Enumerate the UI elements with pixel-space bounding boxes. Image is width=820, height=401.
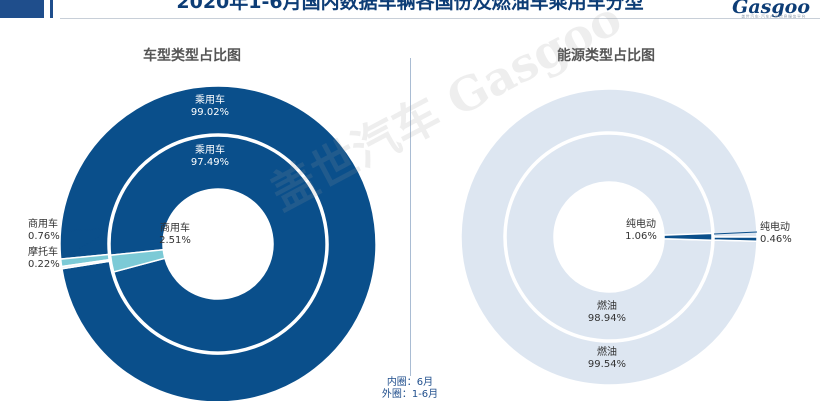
label-outer-motorcycle-value: 0.22% bbox=[28, 259, 60, 270]
inner-ring-energy-slice-1 bbox=[663, 232, 713, 242]
outer-ring-energy-slice-0 bbox=[460, 88, 758, 386]
label-inner-electric-name: 纯电动 bbox=[626, 219, 656, 230]
donut-vehicle-type bbox=[59, 85, 377, 401]
leader-line-2 bbox=[713, 231, 758, 235]
label-outer-electric-name: 纯电动 bbox=[760, 222, 790, 233]
logo-tagline: 盖世汽车·汽车产业信息服务平台 bbox=[741, 14, 806, 19]
inner-ring-vehicle-slice-0 bbox=[109, 135, 327, 353]
label-inner-fuel-name: 燃油 bbox=[597, 301, 617, 312]
outer-ring-vehicle-slice-0 bbox=[59, 85, 377, 401]
chart-divider bbox=[410, 58, 411, 376]
label-outer-electric-value: 0.46% bbox=[760, 234, 792, 245]
gasgoo-logo: Gasgoo bbox=[732, 0, 810, 18]
label-inner-electric: 纯电动 1.06% bbox=[616, 219, 666, 243]
label-outer-fuel: 燃油 99.54% bbox=[582, 347, 632, 371]
label-outer-passenger: 乘用车 99.02% bbox=[185, 95, 235, 119]
label-inner-fuel: 燃油 98.94% bbox=[582, 301, 632, 325]
chart-title-vehicle-type: 车型类型占比图 bbox=[143, 48, 241, 64]
label-leader-lines bbox=[64, 228, 758, 258]
label-outer-motorcycle-name: 摩托车 bbox=[28, 247, 58, 258]
header-corner-bar bbox=[50, 0, 53, 18]
label-outer-passenger-value: 99.02% bbox=[190, 107, 230, 118]
page-title: 2020年1-6月国内数据车辆各国份及燃油车乘用车分型 bbox=[176, 0, 644, 13]
header-corner-block bbox=[0, 0, 44, 18]
legend-note-inner: 内圈：6月 bbox=[386, 377, 434, 388]
donut-energy-type bbox=[460, 88, 758, 386]
label-outer-commercial-name: 商用车 bbox=[28, 219, 58, 230]
label-inner-electric-value: 1.06% bbox=[625, 231, 657, 242]
label-inner-commercial-value: 2.51% bbox=[159, 235, 191, 246]
legend-note-outer: 外圈：1-6月 bbox=[381, 389, 439, 400]
label-outer-commercial-value: 0.76% bbox=[28, 231, 60, 242]
label-inner-commercial-name: 商用车 bbox=[160, 223, 190, 234]
label-outer-commercial: 商用车 0.76% bbox=[28, 219, 60, 243]
label-inner-passenger: 乘用车 97.49% bbox=[185, 145, 235, 169]
header-divider bbox=[60, 18, 820, 19]
inner-ring-vehicle-slice-1 bbox=[109, 248, 166, 273]
leader-line-0 bbox=[64, 228, 103, 232]
chart-title-energy-type: 能源类型占比图 bbox=[557, 48, 655, 64]
label-inner-passenger-value: 97.49% bbox=[190, 157, 230, 168]
outer-ring-vehicle-slice-2 bbox=[60, 258, 111, 270]
label-outer-electric: 纯电动 0.46% bbox=[760, 222, 792, 246]
leader-line-1 bbox=[64, 234, 103, 258]
label-outer-passenger-name: 乘用车 bbox=[195, 95, 225, 106]
inner-ring-energy-slice-0 bbox=[505, 133, 713, 341]
label-inner-passenger-name: 乘用车 bbox=[195, 145, 225, 156]
label-outer-fuel-name: 燃油 bbox=[597, 347, 617, 358]
label-outer-fuel-value: 99.54% bbox=[587, 359, 627, 370]
label-inner-commercial: 商用车 2.51% bbox=[153, 223, 197, 247]
label-inner-fuel-value: 98.94% bbox=[587, 313, 627, 324]
label-outer-motorcycle: 摩托车 0.22% bbox=[28, 247, 60, 271]
outer-ring-energy-slice-1 bbox=[713, 236, 758, 243]
